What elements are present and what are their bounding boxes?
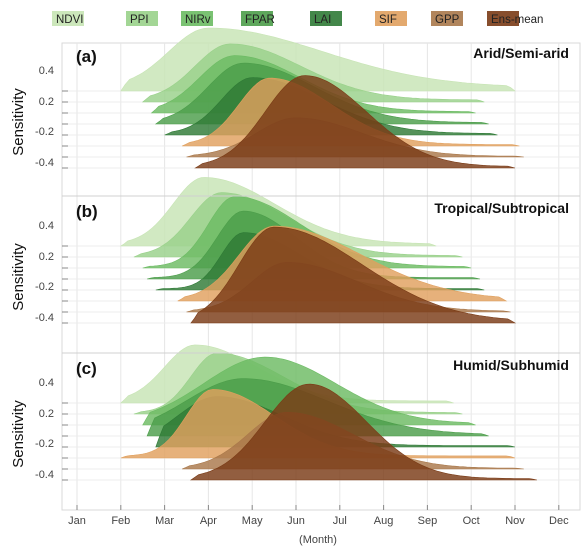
legend-swatch [487,11,519,26]
x-tick-label: Feb [111,515,130,527]
legend-label: GPP [435,14,460,26]
panel-label: (b) [76,202,98,221]
ridge-ensmean [189,383,537,481]
legend-swatch [431,11,463,26]
x-axis-title: (Month) [299,534,337,546]
ridge-ensmean [190,226,517,324]
x-tick-label: Jan [68,515,86,527]
legend-swatch [52,11,84,26]
y-tick-label: 0.4 [39,377,54,389]
panel-label: (c) [76,359,97,378]
y-tick-label: 0.4 [39,65,54,77]
y-axis-title: Sensitivity [10,243,27,311]
y-tick-label: 0.2 [39,408,54,420]
legend-label: SIF [379,14,397,26]
legend-swatch [241,11,273,26]
y-axis-title: Sensitivity [10,400,27,468]
y-tick-label: -0.2 [35,281,54,293]
legend-label: NIRv [185,14,211,26]
x-tick-label: Oct [463,515,480,527]
legend-label: PPI [130,14,149,26]
x-tick-label: Jul [333,515,347,527]
x-tick-label: Aug [374,515,394,527]
x-tick-label: Jun [287,515,305,527]
legend-swatch [126,11,158,26]
x-tick-label: Dec [549,515,569,527]
legend-swatch [310,11,342,26]
legend-label: NDVI [56,14,83,26]
x-tick-label: Nov [505,515,525,527]
x-tick-label: Sep [418,515,438,527]
y-tick-label: -0.4 [35,469,54,481]
y-axis-title: Sensitivity [10,88,27,156]
y-tick-label: 0.4 [39,220,54,232]
legend-label: LAI [314,14,331,26]
panel-label: (a) [76,47,97,66]
y-tick-label: -0.4 [35,312,54,324]
y-tick-label: 0.2 [39,251,54,263]
x-tick-label: Mar [155,515,174,527]
y-tick-label: -0.2 [35,438,54,450]
panel-title: Arid/Semi-arid [473,45,569,61]
panel-title: Tropical/Subtropical [434,200,569,216]
y-tick-label: 0.2 [39,96,54,108]
x-tick-label: May [242,515,263,527]
x-tick-label: Apr [200,515,217,527]
legend-label: FPAR [245,14,275,26]
legend-label: Ens-mean [491,14,543,26]
ridge-ensmean [194,75,516,169]
y-tick-label: -0.2 [35,126,54,138]
panel-title: Humid/Subhumid [453,357,569,373]
y-tick-label: -0.4 [35,157,54,169]
legend-swatch [181,11,213,26]
legend-swatch [375,11,407,26]
